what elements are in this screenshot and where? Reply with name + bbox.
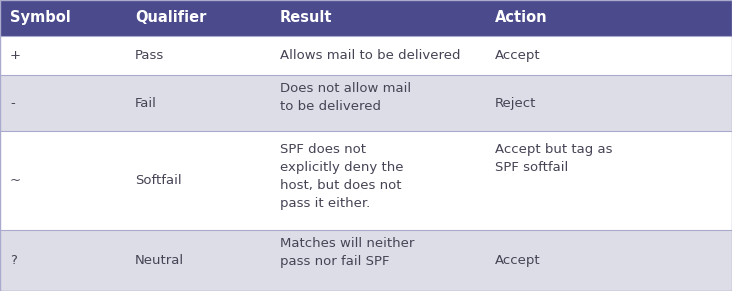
Text: Softfail: Softfail	[135, 174, 182, 187]
Text: Accept: Accept	[495, 254, 541, 267]
Bar	[0, 132, 732, 230]
Text: Action: Action	[495, 10, 548, 25]
Text: ?: ?	[10, 254, 17, 267]
Text: SPF does not
explicitly deny the
host, but does not
pass it either.: SPF does not explicitly deny the host, b…	[280, 143, 403, 210]
Text: Qualifier: Qualifier	[135, 10, 206, 25]
Text: Fail: Fail	[135, 97, 157, 110]
Bar	[0, 75, 732, 132]
Text: Accept but tag as
SPF softfail: Accept but tag as SPF softfail	[495, 143, 613, 174]
Bar	[0, 230, 732, 291]
Text: ~: ~	[10, 174, 21, 187]
Text: +: +	[10, 49, 21, 62]
Text: Neutral: Neutral	[135, 254, 184, 267]
Text: Does not allow mail
to be delivered: Does not allow mail to be delivered	[280, 82, 411, 113]
Text: Matches will neither
pass nor fail SPF: Matches will neither pass nor fail SPF	[280, 237, 414, 268]
Text: Allows mail to be delivered: Allows mail to be delivered	[280, 49, 460, 62]
Text: -: -	[10, 97, 15, 110]
Text: Accept: Accept	[495, 49, 541, 62]
Text: Reject: Reject	[495, 97, 537, 110]
Text: Result: Result	[280, 10, 332, 25]
Text: Symbol: Symbol	[10, 10, 71, 25]
Text: Pass: Pass	[135, 49, 164, 62]
Bar	[0, 36, 732, 75]
Bar	[0, 0, 732, 36]
